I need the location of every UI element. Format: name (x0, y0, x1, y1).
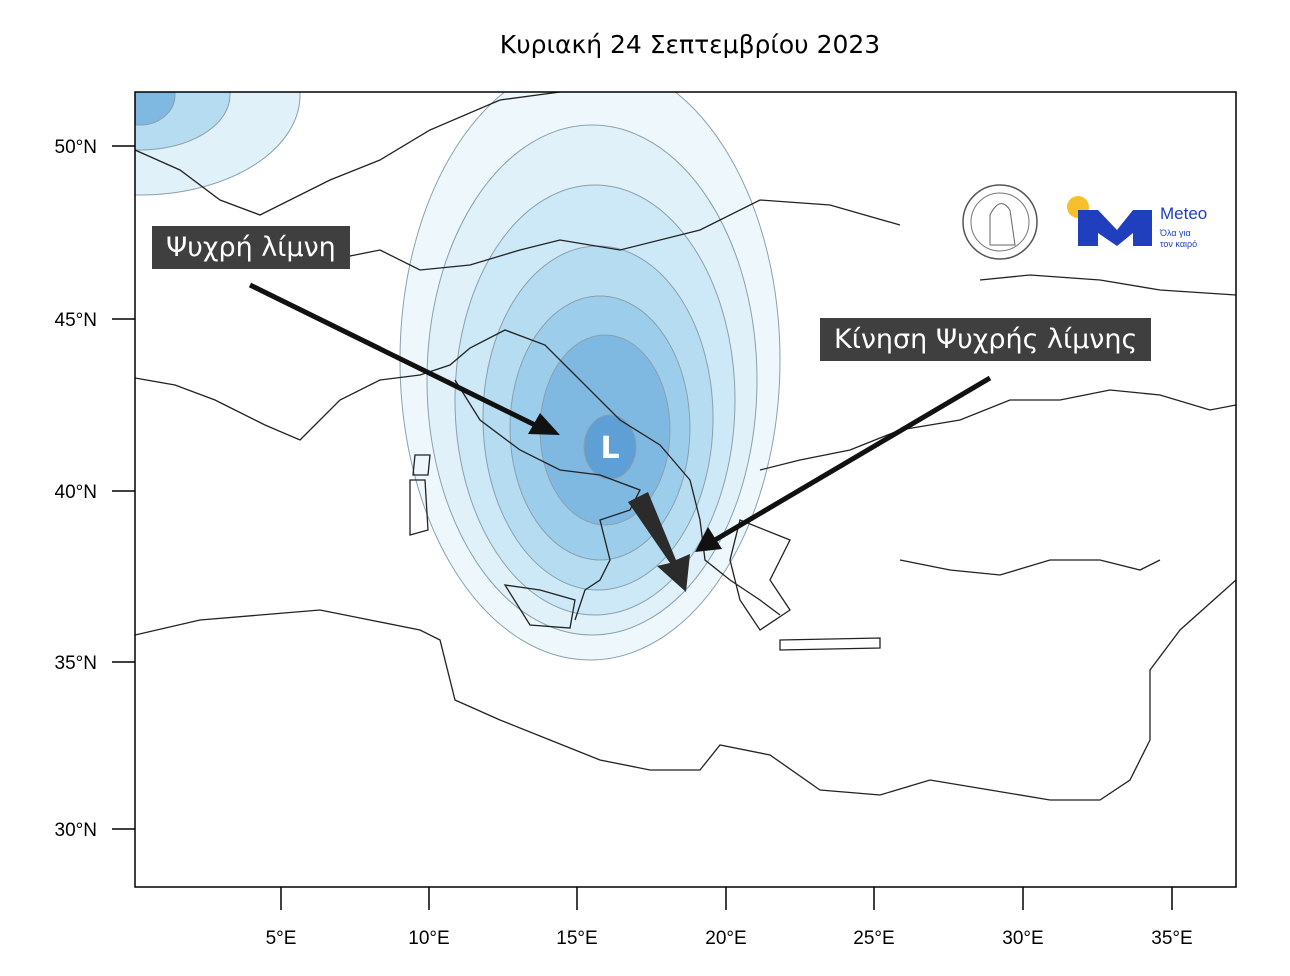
annotation-arrows (248, 282, 992, 592)
lon-tick: 5°E (266, 928, 297, 949)
lon-tick: 10°E (408, 928, 449, 949)
meteo-tagline: Όλα για (1160, 228, 1191, 238)
observatory-seal-logo (962, 184, 1038, 260)
meteo-logo-name: Meteo (1160, 204, 1208, 223)
corner-contour-c (135, 92, 176, 126)
map-frame (134, 91, 1237, 888)
lat-tick: 40°N (55, 482, 97, 503)
lon-tick: 20°E (705, 928, 746, 949)
lat-tick: 50°N (55, 137, 97, 158)
movement-arrow-icon (628, 492, 690, 592)
lon-tick: 35°E (1151, 928, 1192, 949)
lon-tick: 25°E (853, 928, 894, 949)
lat-axis (112, 145, 135, 830)
lat-tick: 30°N (55, 820, 97, 841)
meteo-logo (1067, 196, 1152, 246)
lon-axis (280, 887, 1173, 910)
arrow-head-icon (528, 413, 560, 435)
low-center-marker: L (600, 431, 619, 466)
lon-tick: 15°E (556, 928, 597, 949)
lat-tick: 35°N (55, 653, 97, 674)
pressure-contours (135, 92, 781, 661)
map-title: Κυριακή 24 Σεπτεμβρίου 2023 (499, 30, 881, 59)
lat-tick: 45°N (55, 310, 97, 331)
cold-low-movement-label: Κίνηση Ψυχρής λίμνης (820, 318, 1152, 361)
cold-low-label: Ψυχρή λίμνη (152, 226, 350, 269)
lon-tick: 30°E (1002, 928, 1043, 949)
meteo-tagline: τον καιρό (1160, 239, 1198, 249)
arrow-head-icon (695, 527, 722, 552)
